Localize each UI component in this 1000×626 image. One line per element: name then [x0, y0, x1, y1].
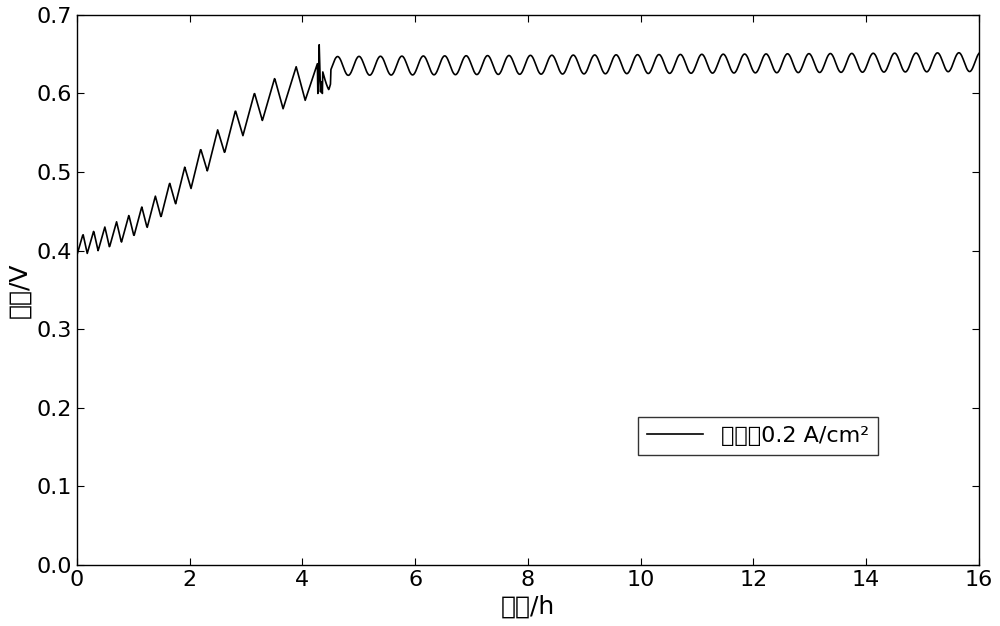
- X-axis label: 时间/h: 时间/h: [501, 595, 555, 619]
- Legend: 恒电流0.2 A/cm²: 恒电流0.2 A/cm²: [638, 417, 878, 454]
- Y-axis label: 电压/V: 电压/V: [7, 262, 31, 317]
